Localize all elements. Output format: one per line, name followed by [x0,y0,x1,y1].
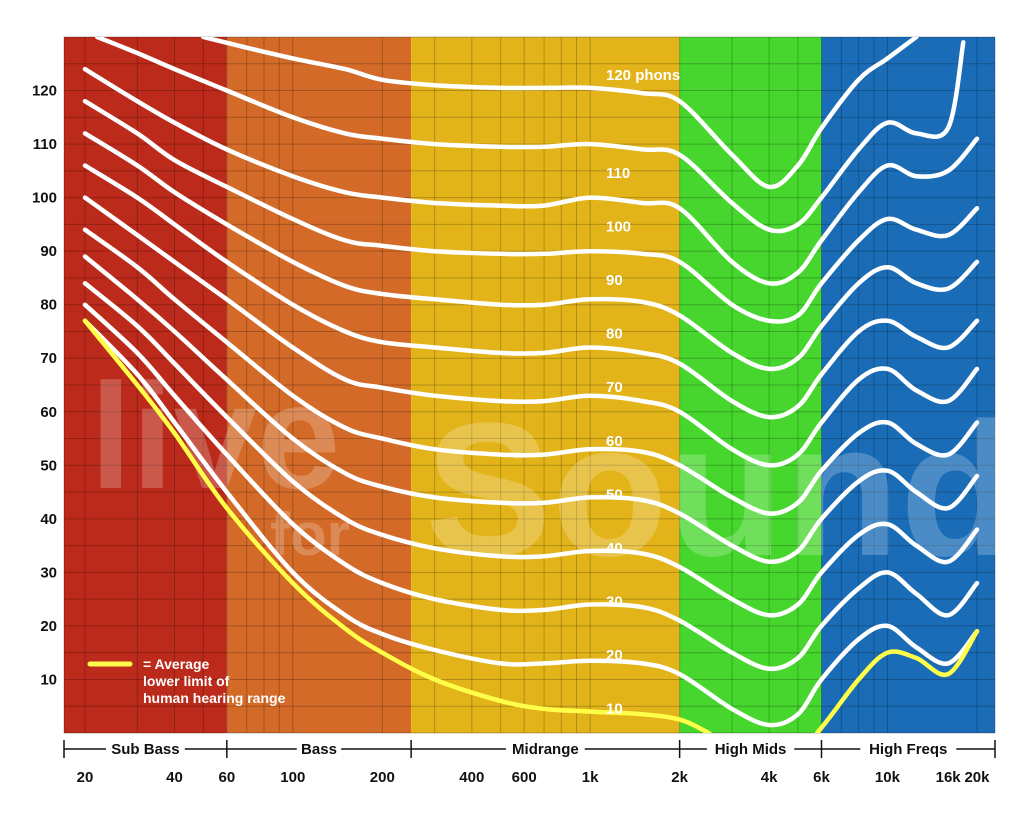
curve-label-4: 80 [606,326,623,343]
x-tick-20: 20 [77,769,94,786]
y-axis: 10 20 30 40 50 60 70 80 90 100 110 120 [32,83,57,689]
y-tick-80: 80 [40,297,57,314]
band-label-2: Midrange [512,741,579,758]
phon-curve-120 [201,37,919,190]
curve-label-1: 110 [606,165,630,182]
x-tick-16k: 16k [936,769,962,786]
phon-curve-90 [82,98,980,324]
y-tick-90: 90 [40,243,57,260]
phon-curve-60 [82,195,980,468]
x-tick-60: 60 [219,769,236,786]
x-tick-2k: 2k [671,769,688,786]
curve-label-8: 40 [606,540,623,557]
y-tick-50: 50 [40,457,57,474]
y-tick-60: 60 [40,404,57,421]
x-tick-6k: 6k [813,769,830,786]
y-tick-70: 70 [40,350,57,367]
legend: = Average lower limit of human hearing r… [87,656,286,706]
curve-label-9: 30 [606,593,623,610]
phon-curve-50 [82,227,980,516]
x-tick-100: 100 [280,769,305,786]
band-axis: Sub Bass Bass Midrange High Mids High Freqs [63,740,996,758]
x-axis: 20 40 60 100 200 400 600 1k 2k 4k 6k 10k 16k 20k [77,769,990,786]
y-tick-30: 30 [40,564,57,581]
curve-label-10: 20 [606,647,623,664]
band-1 [226,37,412,733]
legend-line-3: human hearing range [143,690,286,706]
y-tick-40: 40 [40,511,57,528]
x-tick-20k: 20k [964,769,990,786]
legend-line-1: = Average [143,656,209,672]
phon-curve-100 [82,66,980,286]
curve-label-5: 70 [606,379,623,396]
x-tick-400: 400 [459,769,484,786]
y-tick-110: 110 [33,136,57,153]
phon-curve-10 [82,318,980,728]
curve-label-7: 50 [606,486,623,503]
band-3 [679,37,822,733]
y-tick-100: 100 [32,190,57,207]
band-2 [411,37,680,733]
y-tick-10: 10 [40,671,57,688]
legend-line-2: lower limit of [143,673,230,689]
band-label-4: High Freqs [869,741,947,758]
phon-curve-110 [95,37,966,234]
phon-curve-40 [82,254,980,565]
band-label-3: High Mids [715,741,787,758]
phon-curve-80 [82,131,980,372]
x-tick-200: 200 [370,769,395,786]
y-tick-120: 120 [32,83,57,100]
curve-label-0: 120 phons [606,67,680,84]
phon-curve-70 [82,163,980,420]
x-tick-10k: 10k [875,769,901,786]
loudness-curves [82,37,980,733]
x-tick-600: 600 [512,769,537,786]
x-tick-4k: 4k [761,769,778,786]
x-tick-1k: 1k [582,769,599,786]
phon-curve-30 [82,281,980,618]
curve-label-2: 100 [606,219,631,236]
x-tick-40: 40 [166,769,183,786]
plot-border [63,36,996,734]
y-tick-20: 20 [40,618,57,635]
band-label-1: Bass [301,741,337,758]
grid-lines [63,36,996,734]
curve-label-11: 10 [606,700,623,717]
curve-labels: 120 phons 110 100 90 80 70 60 50 40 30 20 10 [606,67,680,717]
phon-curve-20 [82,302,980,672]
threshold-curve [82,318,980,733]
band-label-0: Sub Bass [111,741,179,758]
curve-label-6: 60 [606,433,623,450]
curve-label-3: 90 [606,272,623,289]
